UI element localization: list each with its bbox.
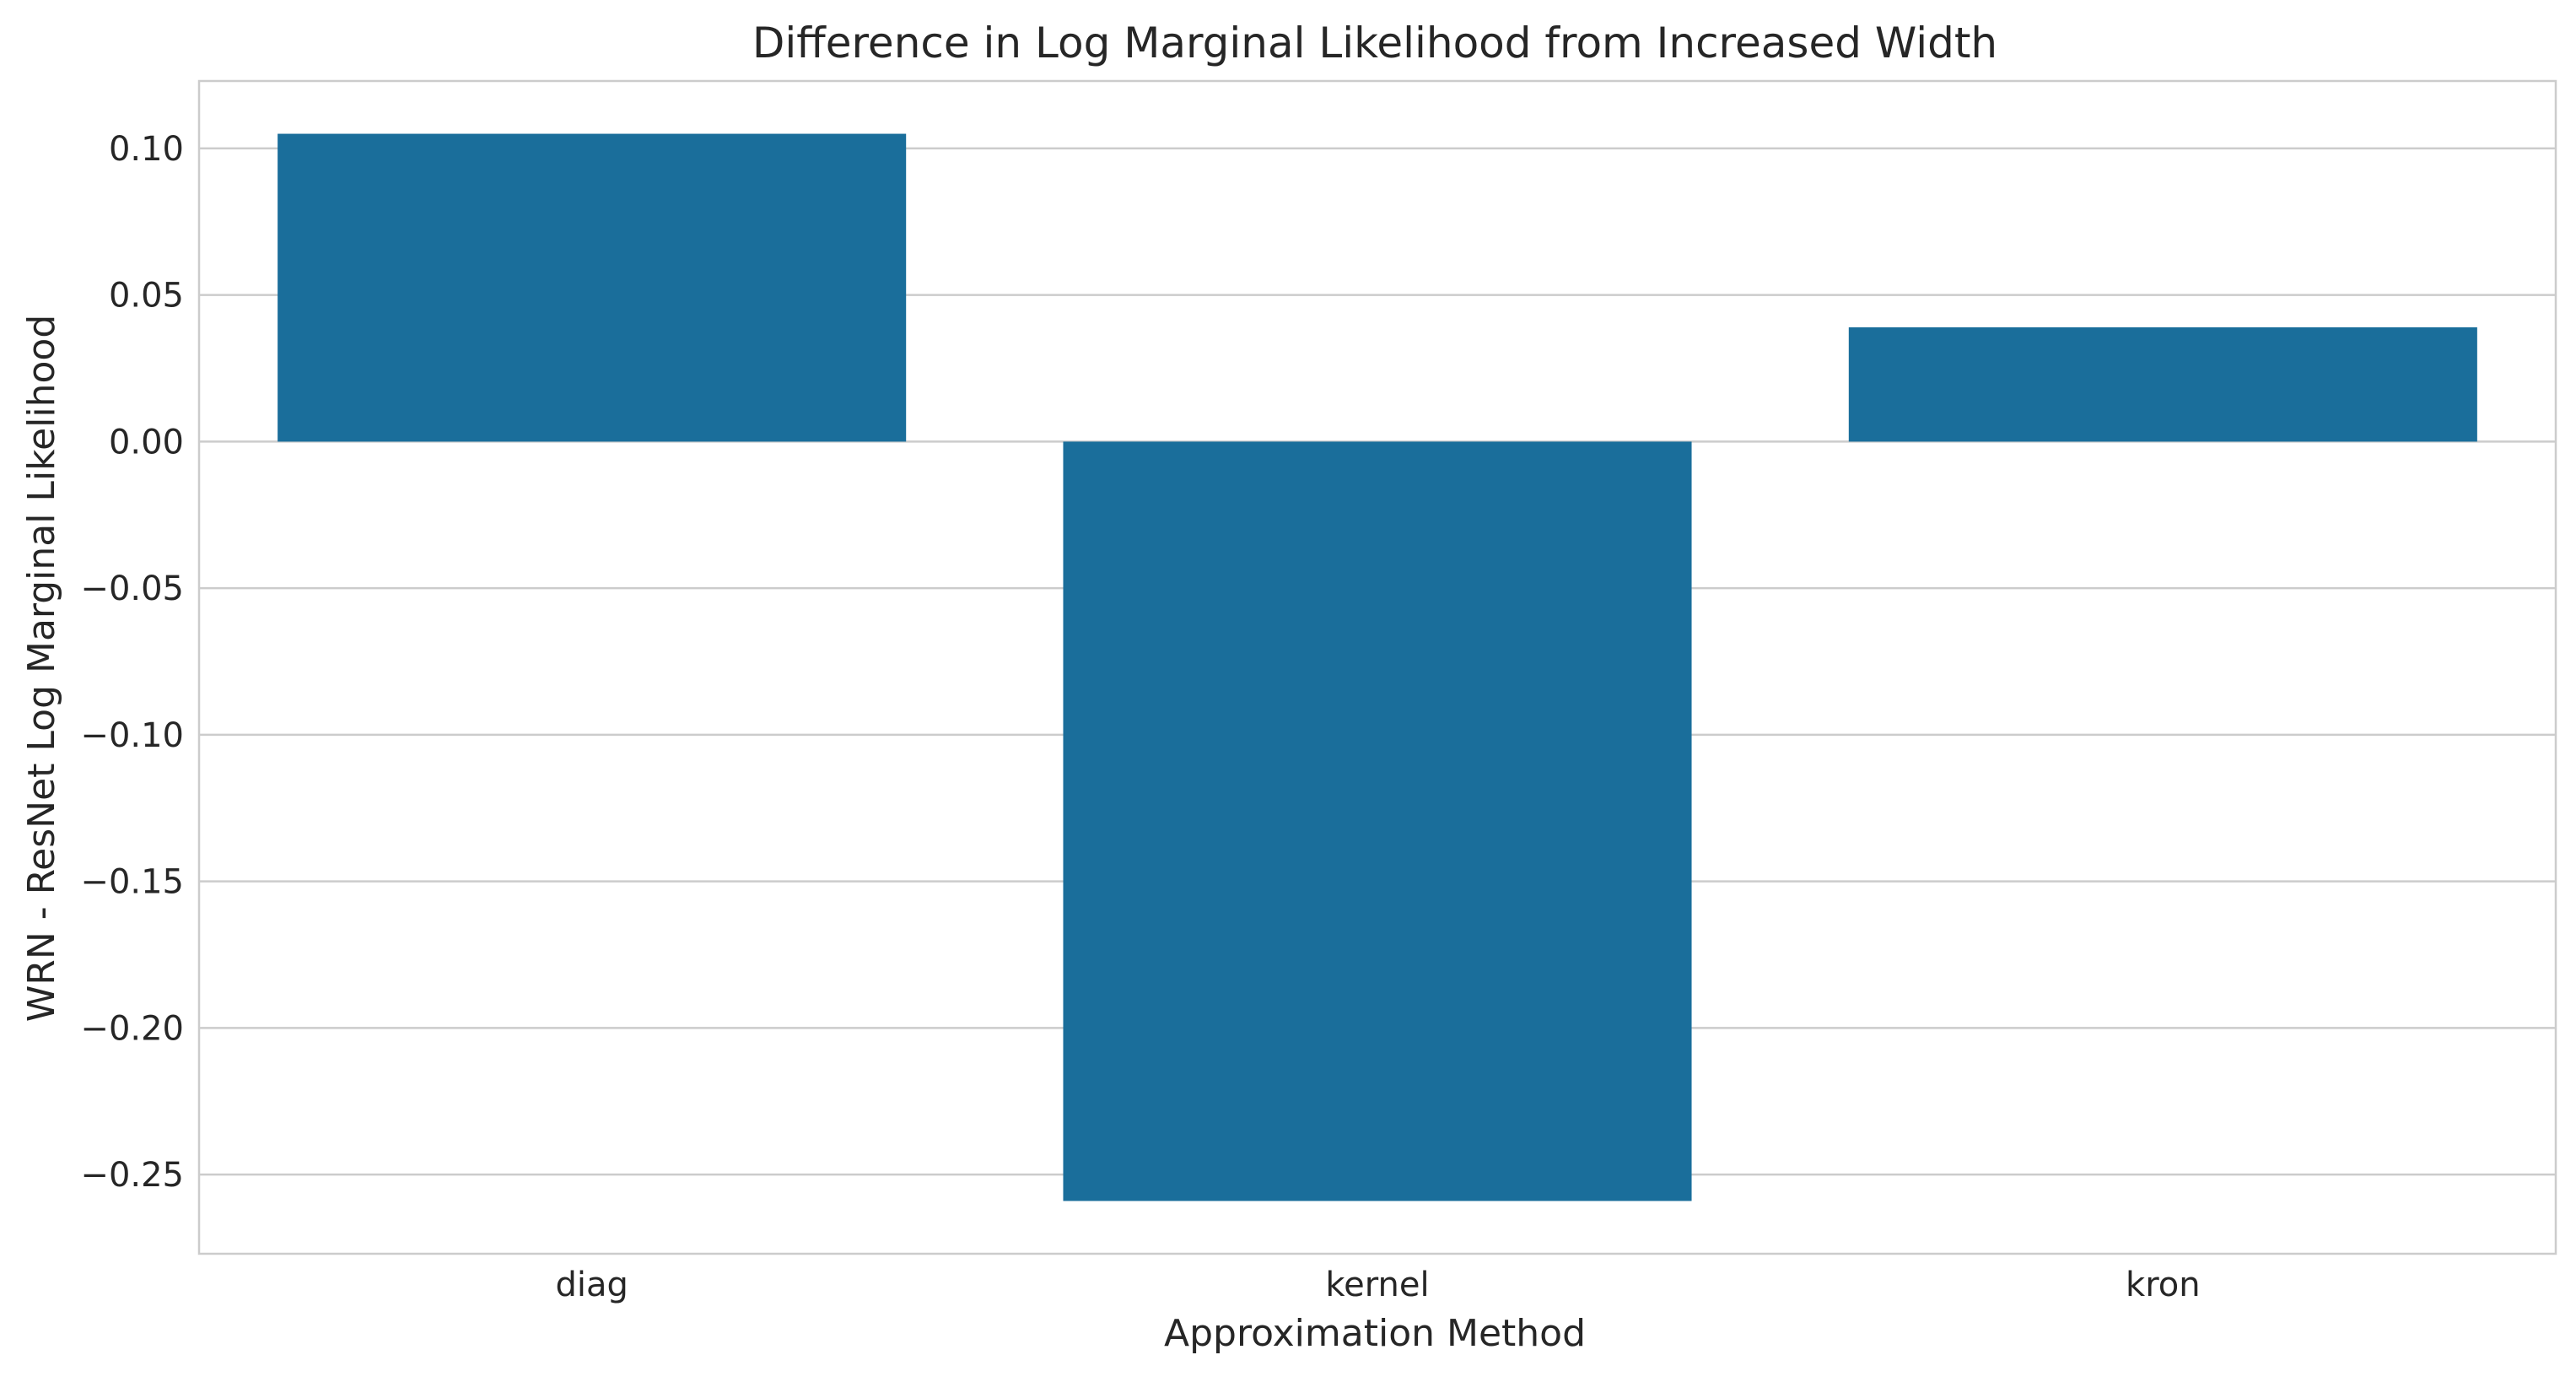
bar-kernel (1063, 441, 1692, 1201)
x-axis-label: Approximation Method (1164, 1312, 1586, 1355)
y-tick-label: 0.00 (109, 423, 184, 462)
y-tick-label: 0.05 (109, 277, 184, 316)
x-tick-label-kron: kron (2126, 1266, 2201, 1304)
x-tick-label-kernel: kernel (1325, 1266, 1429, 1304)
y-tick-label: 0.10 (109, 130, 184, 169)
x-tick-labels: diag kernel kron (555, 1266, 2200, 1304)
bar-diag (278, 133, 907, 442)
chart-title: Difference in Log Marginal Likelihood fr… (752, 19, 1997, 67)
bar-kron (1848, 327, 2477, 442)
y-axis-label: WRN - ResNet Log Marginal Likelihood (20, 315, 63, 1023)
y-tick-label: −0.10 (80, 716, 184, 755)
y-tick-label: −0.15 (80, 863, 184, 902)
y-tick-label: −0.25 (80, 1156, 184, 1195)
x-tick-label-diag: diag (555, 1266, 628, 1304)
bars (278, 133, 2477, 1201)
plot-frame (197, 79, 2557, 1255)
y-tick-label: −0.20 (80, 1009, 184, 1048)
y-tick-label: −0.05 (80, 570, 184, 608)
y-tick-labels: 0.10 0.05 0.00 −0.05 −0.10 −0.15 −0.20 −0.25 (80, 130, 184, 1195)
